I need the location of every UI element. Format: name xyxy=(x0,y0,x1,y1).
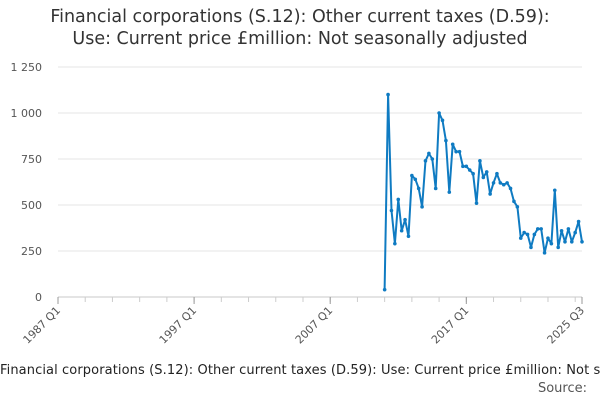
data-point xyxy=(423,159,428,163)
data-point xyxy=(416,186,421,191)
data-point xyxy=(440,118,445,123)
data-point xyxy=(450,142,455,147)
data-point xyxy=(444,138,448,143)
data-point xyxy=(382,287,387,292)
data-point xyxy=(454,149,458,154)
data-point xyxy=(515,205,520,209)
data-point xyxy=(481,175,486,180)
data-point xyxy=(525,232,530,237)
y-tick-label: 500 xyxy=(21,199,42,212)
data-point xyxy=(464,164,469,169)
data-point xyxy=(573,230,577,235)
data-point xyxy=(501,182,506,187)
data-point xyxy=(556,245,560,250)
x-tick-label: 1987 Q1 xyxy=(21,304,64,347)
data-point xyxy=(495,171,499,176)
source-label: Source: xyxy=(537,381,587,396)
data-point xyxy=(491,181,496,185)
data-point xyxy=(512,199,516,204)
data-point xyxy=(508,186,513,191)
data-point xyxy=(406,234,411,239)
x-tick-label: 2025 Q3 xyxy=(545,304,588,347)
data-point xyxy=(399,228,404,233)
data-point xyxy=(522,230,526,235)
chart-title-line-2: Use: Current price £million: Not seasona… xyxy=(72,29,528,49)
data-point xyxy=(505,181,509,185)
data-point xyxy=(393,241,397,246)
data-point xyxy=(542,251,547,255)
data-point xyxy=(549,241,554,246)
data-point xyxy=(447,190,452,194)
data-point xyxy=(413,177,418,182)
data-point xyxy=(427,151,431,156)
data-point xyxy=(437,111,441,115)
data-point xyxy=(433,186,438,191)
y-tick-label: 0 xyxy=(35,291,42,304)
data-point xyxy=(478,159,482,163)
x-tick-label: 2007 Q1 xyxy=(293,304,336,347)
y-tick-label: 1 000 xyxy=(11,107,43,120)
chart-title: Financial corporations (S.12): Other cur… xyxy=(0,6,600,50)
data-point xyxy=(389,208,394,213)
data-point xyxy=(569,240,574,244)
x-tick-label: 1997 Q1 xyxy=(157,304,200,347)
data-point xyxy=(535,227,540,231)
data-point xyxy=(566,227,571,231)
data-point xyxy=(559,228,564,233)
data-point xyxy=(552,188,557,193)
chart-title-line-1: Financial corporations (S.12): Other cur… xyxy=(50,7,550,27)
y-tick-label: 1 250 xyxy=(11,61,43,74)
data-point xyxy=(471,171,475,176)
data-point xyxy=(467,168,472,172)
data-point xyxy=(430,157,435,161)
data-point xyxy=(532,232,537,237)
data-point xyxy=(539,227,543,231)
data-point xyxy=(498,181,503,185)
data-point xyxy=(488,192,492,196)
data-point xyxy=(420,205,424,209)
data-point xyxy=(386,92,390,97)
data-point xyxy=(457,149,462,154)
data-point xyxy=(563,240,567,244)
data-point xyxy=(529,245,533,250)
data-point xyxy=(403,217,407,222)
x-tick-label: 2017 Q1 xyxy=(429,304,472,347)
y-tick-label: 750 xyxy=(21,153,42,166)
series-line xyxy=(383,93,583,290)
data-point xyxy=(461,164,465,169)
data-point xyxy=(518,236,523,240)
data-point xyxy=(580,240,584,244)
data-point xyxy=(396,197,401,202)
chart-caption: Financial corporations (S.12): Other cur… xyxy=(0,363,600,378)
data-point xyxy=(576,219,581,224)
data-point xyxy=(410,173,414,178)
data-point xyxy=(546,236,550,240)
y-tick-label: 250 xyxy=(21,245,42,258)
data-point xyxy=(474,201,479,205)
data-point xyxy=(484,170,489,174)
